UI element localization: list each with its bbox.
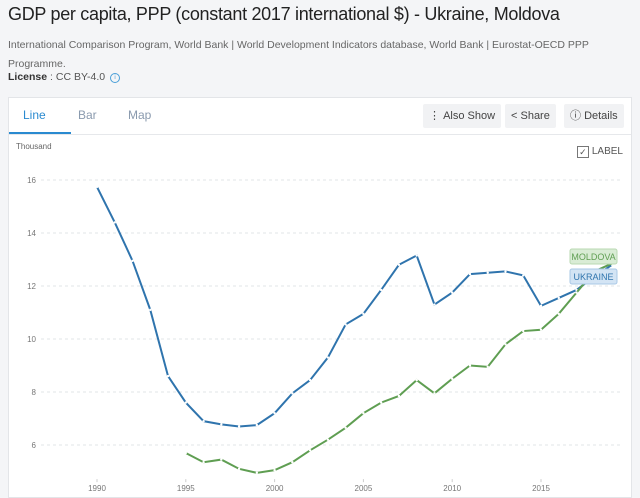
data-point	[184, 401, 187, 404]
more-icon: ⋮	[429, 110, 444, 122]
data-point	[522, 274, 525, 277]
data-point	[433, 392, 436, 395]
data-point	[95, 185, 99, 189]
ukraine-label-bg	[569, 268, 618, 285]
data-point	[451, 291, 454, 294]
data-point	[237, 467, 241, 471]
x-tick-label: 1990	[88, 484, 106, 493]
data-point	[166, 374, 170, 378]
data-point	[184, 451, 187, 455]
active-tab-indicator	[9, 132, 71, 134]
tab-bar-chart[interactable]: Bar	[78, 108, 97, 122]
data-point	[486, 365, 489, 369]
data-point	[397, 394, 401, 398]
data-point	[291, 461, 294, 464]
data-point	[131, 259, 134, 263]
tab-line[interactable]: Line	[23, 108, 46, 122]
source-text: International Comparison Program, World …	[8, 39, 589, 70]
data-point	[273, 412, 276, 415]
data-point	[522, 329, 525, 333]
x-tick-label: 2000	[266, 484, 284, 493]
details-label: Details	[584, 110, 618, 122]
data-point	[273, 468, 276, 472]
page-title: GDP per capita, PPP (constant 2017 inter…	[8, 4, 560, 24]
line-chart: 6 8 10 12 14 16 1990 1995 2000 2005 2010 2015 MOLDOV…	[27, 176, 623, 493]
data-point	[326, 438, 330, 441]
checkbox-checked-icon[interactable]: ✓	[576, 146, 589, 158]
data-point	[379, 401, 383, 404]
info-circle-icon: ⓘ	[570, 110, 585, 122]
info-icon[interactable]: i	[110, 73, 121, 83]
data-point	[486, 271, 489, 274]
data-point	[237, 425, 241, 428]
data-point	[255, 471, 259, 475]
data-point	[308, 378, 312, 382]
chart-panel: Line Bar Map ⋮ Also Show < Share ⓘ Detai…	[8, 97, 632, 498]
share-label: Share	[520, 110, 550, 122]
data-point	[220, 423, 223, 426]
series-line-ukraine	[96, 186, 613, 428]
license-value: : CC BY-4.0	[50, 71, 106, 83]
data-point	[344, 323, 347, 326]
details-button[interactable]: ⓘ Details	[564, 104, 624, 128]
also-show-label: Also Show	[443, 110, 496, 122]
license-label: License	[8, 71, 48, 83]
y-tick-label: 10	[27, 335, 36, 344]
data-point	[557, 296, 560, 300]
y-tick-label: 14	[27, 229, 36, 238]
moldova-label: MOLDOVA	[571, 252, 615, 262]
data-point	[379, 288, 383, 292]
label-toggle-text: LABEL	[591, 146, 623, 157]
data-point	[415, 254, 418, 257]
x-tick-label: 2010	[443, 484, 461, 493]
tab-bar: Line Bar Map ⋮ Also Show < Share ⓘ Detai…	[9, 98, 631, 135]
data-point	[149, 308, 152, 312]
share-icon: <	[511, 110, 521, 122]
y-tick-label: 6	[32, 441, 37, 450]
unit-label: Thousand	[16, 142, 52, 151]
data-point	[539, 328, 543, 331]
data-point	[433, 303, 436, 306]
data-point	[255, 423, 259, 427]
data-point	[308, 449, 312, 452]
data-point	[415, 378, 418, 382]
data-point	[468, 364, 472, 367]
data-point	[575, 291, 578, 294]
data-point	[557, 312, 560, 316]
x-tick-label: 2005	[355, 484, 373, 493]
data-point	[202, 419, 205, 423]
license: License : CC BY-4.0 i	[8, 71, 121, 83]
x-tick-label: 2015	[532, 484, 550, 493]
data-point	[504, 270, 507, 273]
y-tick-label: 8	[32, 388, 37, 397]
x-tick-label: 1995	[177, 484, 195, 493]
share-button[interactable]: < Share	[505, 104, 556, 128]
ukraine-label: UKRAINE	[573, 272, 613, 282]
data-point	[344, 426, 347, 429]
data-point	[113, 221, 116, 224]
data-point	[291, 392, 294, 395]
data-point	[362, 412, 365, 415]
data-point	[468, 272, 472, 276]
data-point	[202, 461, 205, 464]
label-toggle[interactable]: ✓ LABEL	[576, 146, 623, 158]
y-tick-label: 16	[27, 176, 36, 185]
data-point	[397, 263, 401, 266]
series-line-moldova	[185, 262, 613, 474]
data-point	[362, 312, 365, 316]
also-show-button[interactable]: ⋮ Also Show	[423, 104, 502, 128]
y-tick-label: 12	[27, 282, 36, 291]
data-point	[504, 343, 507, 346]
data-point	[220, 458, 223, 461]
data-point	[326, 356, 330, 359]
tab-map[interactable]: Map	[128, 108, 152, 122]
data-point	[451, 377, 454, 380]
data-point	[539, 304, 543, 308]
moldova-label-bg	[569, 248, 618, 265]
